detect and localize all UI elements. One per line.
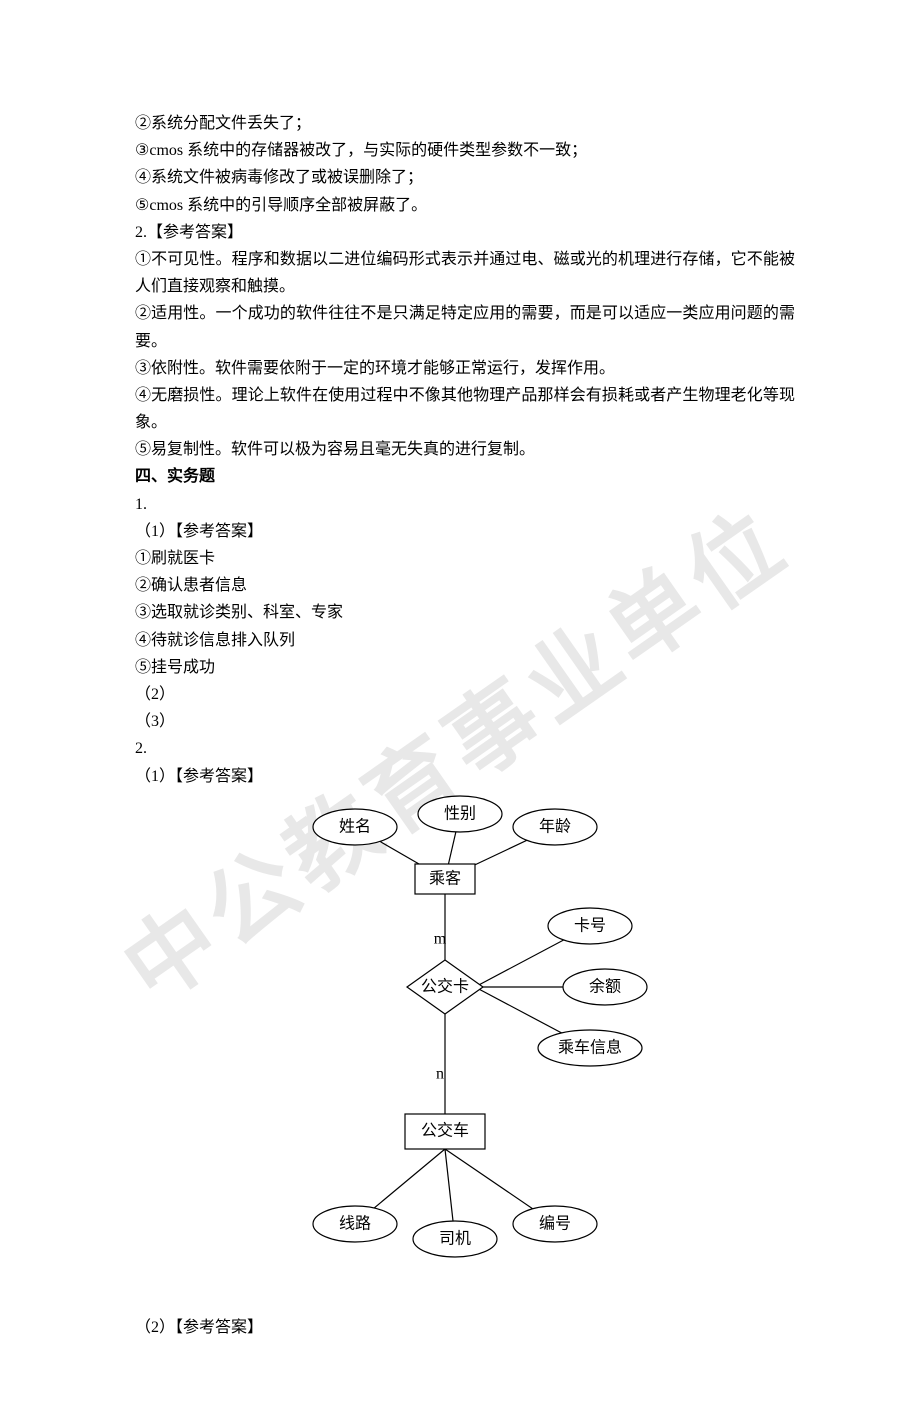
attr-yue: 余额 [589, 976, 621, 995]
text-line: 1. [135, 491, 795, 518]
entity-chengke: 乘客 [429, 869, 461, 887]
text-line: ③选取就诊类别、科室、专家 [135, 599, 795, 626]
text-line: ②适用性。一个成功的软件往往不是只满足特定应用的需要，而是可以适应一类应用问题的… [135, 300, 795, 354]
text-line: （2） [135, 681, 795, 708]
attr-nianling: 年龄 [539, 817, 571, 835]
text-line: ⑤挂号成功 [135, 654, 795, 681]
text-line: ⑤cmos 系统中的引导顺序全部被屏蔽了。 [135, 192, 795, 219]
entity-gongjiaoche: 公交车 [421, 1121, 469, 1139]
text-line: （3） [135, 708, 795, 735]
attr-kahao: 卡号 [574, 916, 606, 934]
cardinality-n: n [436, 1065, 444, 1082]
attr-chengchexinxi: 乘车信息 [558, 1038, 622, 1056]
er-diagram-container: 姓名 性别 年龄 乘客 m 公交卡 卡号 余额 乘车信息 n 公 [135, 794, 795, 1294]
er-diagram: 姓名 性别 年龄 乘客 m 公交卡 卡号 余额 乘车信息 n 公 [245, 794, 685, 1294]
attr-siji: 司机 [439, 1229, 471, 1247]
text-line: ④无磨损性。理论上软件在使用过程中不像其他物理产品那样会有损耗或者产生物理老化等… [135, 382, 795, 436]
entity-gongjiaoka: 公交卡 [421, 977, 469, 995]
text-line: ③依附性。软件需要依附于一定的环境才能够正常运行，发挥作用。 [135, 355, 795, 382]
section-heading: 四、实务题 [135, 463, 795, 490]
text-line: ①刷就医卡 [135, 545, 795, 572]
text-line: ②系统分配文件丢失了； [135, 110, 795, 137]
text-line: ④系统文件被病毒修改了或被误删除了； [135, 164, 795, 191]
document-body: ②系统分配文件丢失了； ③cmos 系统中的存储器被改了，与实际的硬件类型参数不… [135, 110, 795, 1341]
cardinality-m: m [434, 930, 447, 947]
text-line: ⑤易复制性。软件可以极为容易且毫无失真的进行复制。 [135, 436, 795, 463]
text-line: 2.【参考答案】 [135, 219, 795, 246]
text-line: ②确认患者信息 [135, 572, 795, 599]
text-line: （2）【参考答案】 [135, 1314, 795, 1341]
attr-bianhao: 编号 [539, 1214, 571, 1232]
text-line: ③cmos 系统中的存储器被改了，与实际的硬件类型参数不一致； [135, 137, 795, 164]
attr-xingming: 姓名 [339, 817, 371, 835]
text-line: （1）【参考答案】 [135, 763, 795, 790]
text-line: （1）【参考答案】 [135, 518, 795, 545]
text-line: ④待就诊信息排入队列 [135, 627, 795, 654]
text-line: ①不可见性。程序和数据以二进位编码形式表示并通过电、磁或光的机理进行存储，它不能… [135, 246, 795, 300]
attr-xingbie: 性别 [444, 804, 476, 822]
text-line: 2. [135, 735, 795, 762]
attr-xianlu: 线路 [339, 1214, 371, 1232]
